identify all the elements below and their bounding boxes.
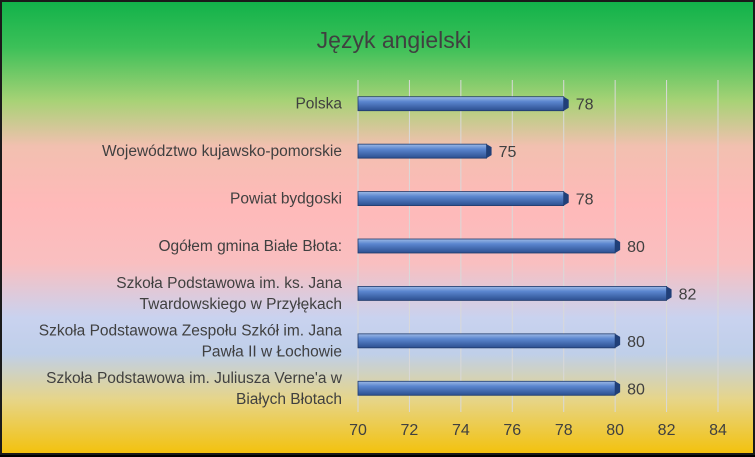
- bar: [357, 380, 616, 396]
- x-tick-label: 74: [452, 422, 470, 439]
- category-label: Szkoła Podstawowa im. Juliusza Verne'a w: [46, 370, 343, 387]
- bar-end-cap: [563, 191, 569, 206]
- category-label: Polska: [295, 96, 342, 113]
- bar: [357, 96, 565, 112]
- bar-end-cap: [615, 239, 621, 253]
- data-label: 80: [627, 334, 645, 351]
- data-labels: 78 75 78 80 82 80 80: [499, 97, 697, 399]
- category-label: Szkoła Podstawowa im. ks. Jana: [116, 275, 342, 292]
- category-label: Ogółem gmina Białe Błota:: [158, 238, 342, 255]
- data-label: 82: [679, 286, 697, 303]
- bar: [357, 191, 565, 206]
- x-tick-label: 84: [709, 422, 727, 439]
- x-tick-label: 78: [555, 422, 573, 439]
- x-tick-label: 76: [503, 422, 521, 439]
- bar: [357, 333, 616, 349]
- category-label: Województwo kujawsko-pomorskie: [102, 143, 342, 160]
- category-label: Pawła II w Łochowie: [202, 343, 342, 360]
- x-tick-label: 72: [401, 422, 419, 439]
- category-label: Szkoła Podstawowa Zespołu Szkół im. Jana: [39, 322, 343, 339]
- x-axis-ticks: 70 72 74 76 78 80 82 84: [349, 422, 727, 439]
- category-labels: Polska Województwo kujawsko-pomorskie Powi…: [39, 96, 343, 408]
- chart-title: Język angielski: [317, 27, 472, 53]
- bar-end-cap: [486, 144, 492, 159]
- data-label: 78: [576, 97, 594, 114]
- category-label: Białych Błotach: [236, 391, 342, 408]
- bar-end-cap: [615, 381, 621, 396]
- data-label: 78: [576, 192, 594, 209]
- x-tick-label: 82: [658, 422, 676, 439]
- bar-end-cap: [666, 286, 672, 301]
- category-label: Powiat bydgoski: [230, 191, 342, 208]
- data-label: 75: [499, 144, 517, 161]
- data-label: 80: [627, 239, 645, 256]
- bars: [357, 96, 672, 396]
- data-label: 80: [627, 381, 645, 398]
- bar: [357, 143, 487, 159]
- x-tick-label: 80: [606, 422, 624, 439]
- bar: [357, 286, 667, 301]
- bar-end-cap: [615, 333, 621, 348]
- bar: [357, 238, 616, 254]
- bar-end-cap: [563, 96, 569, 111]
- category-label: Twardowskiego w Przyłękach: [140, 296, 342, 313]
- x-tick-label: 70: [349, 422, 367, 439]
